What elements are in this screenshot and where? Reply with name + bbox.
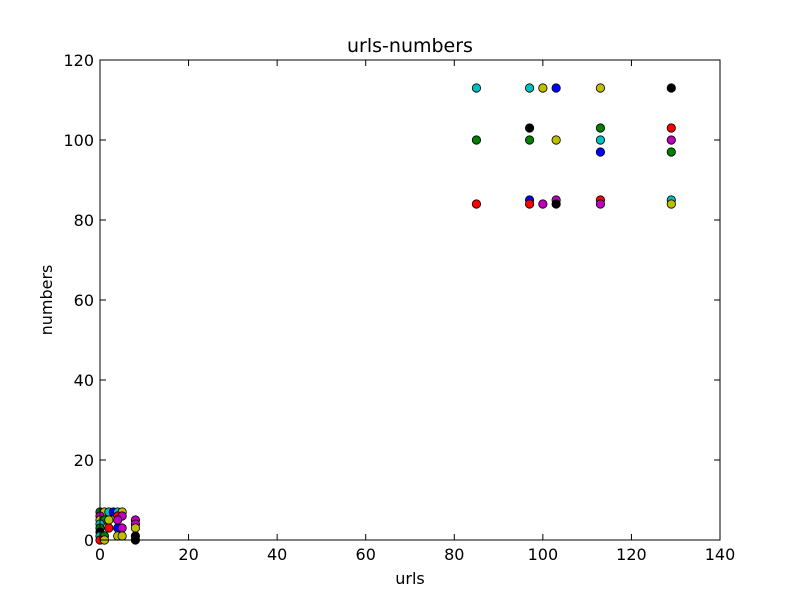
- data-point-12: [595, 135, 606, 145]
- data-point-3: [551, 83, 561, 93]
- data-point-43: [104, 523, 114, 533]
- data-point-4: [595, 83, 606, 93]
- data-point-37: [104, 515, 114, 525]
- x-tick-label-5: 100: [528, 545, 559, 564]
- x-axis-tick-labels: 0 20 40 60 80 100 120 140: [95, 545, 735, 564]
- y-tick-label-0: 0: [84, 531, 94, 550]
- data-point-0: [471, 83, 482, 93]
- y-tick-label-3: 60: [74, 291, 94, 310]
- x-axis-label: urls: [395, 569, 425, 588]
- x-tick-label-2: 40: [267, 545, 287, 564]
- y-tick-label-5: 100: [63, 131, 94, 150]
- x-tick-label-0: 0: [95, 545, 105, 564]
- data-point-20: [471, 199, 482, 209]
- axis-ticks: [99, 59, 721, 541]
- data-point-51: [117, 531, 127, 541]
- x-tick-label-4: 80: [444, 545, 464, 564]
- data-point-8: [666, 123, 676, 133]
- x-tick-label-1: 20: [178, 545, 198, 564]
- data-point-13: [666, 135, 676, 145]
- data-point-14: [595, 147, 606, 157]
- y-tick-label-6: 120: [63, 51, 94, 70]
- x-tick-label-3: 60: [356, 545, 376, 564]
- y-tick-label-2: 40: [74, 371, 94, 390]
- plot-area: [100, 60, 720, 540]
- data-point-11: [551, 135, 561, 145]
- data-point-6: [524, 123, 535, 133]
- data-point-24: [595, 199, 606, 209]
- data-point-2: [538, 83, 548, 93]
- plot-background: [100, 60, 720, 540]
- x-tick-label-7: 140: [705, 545, 736, 564]
- data-points: [95, 83, 676, 545]
- data-point-25: [666, 199, 676, 209]
- data-point-23: [551, 199, 561, 209]
- y-tick-label-1: 20: [74, 451, 94, 470]
- data-point-21: [524, 199, 535, 209]
- y-axis-tick-labels: 0 20 40 60 80 100 120: [63, 51, 94, 550]
- data-point-1: [524, 83, 535, 93]
- data-point-7: [595, 123, 606, 133]
- data-point-5: [666, 83, 676, 93]
- x-tick-label-6: 120: [616, 545, 647, 564]
- data-point-15: [666, 147, 676, 157]
- data-point-9: [471, 135, 482, 145]
- chart-title: urls-numbers: [347, 35, 473, 57]
- data-point-45: [117, 523, 127, 533]
- y-axis-label: numbers: [37, 265, 56, 336]
- data-point-22: [538, 199, 548, 209]
- data-point-38: [113, 515, 123, 525]
- data-point-10: [524, 135, 535, 145]
- data-point-46: [130, 523, 141, 533]
- y-tick-label-4: 80: [74, 211, 94, 230]
